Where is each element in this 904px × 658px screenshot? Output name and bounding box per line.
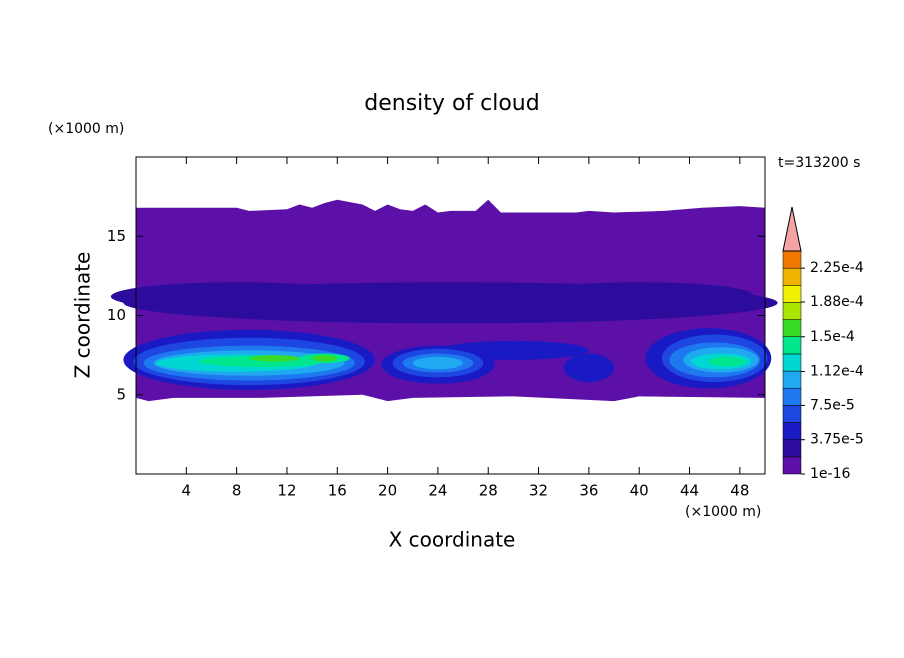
x-tick-label: 44 [680,482,699,500]
colorbar-box [782,250,802,269]
x-tick-label: 8 [232,482,242,500]
colorbar-label: 3.75e-5 [810,432,864,448]
colorbar-extend [782,206,802,252]
time-annotation: t=313200 s [778,155,860,171]
x-tick-label: 24 [428,482,447,500]
colorbar-label: 1.5e-4 [810,329,855,345]
x-tick-label: 12 [277,482,296,500]
x-unit: (×1000 m) [685,504,761,520]
x-tick-label: 20 [378,482,397,500]
y-axis-label: Z coordinate [71,252,95,379]
chart-title: density of cloud [364,91,539,116]
x-tick-label: 32 [529,482,548,500]
colorbar-box [782,267,802,286]
colorbar-label: 1.12e-4 [810,364,864,380]
colorbar-box [782,456,802,475]
contour-region [708,356,747,367]
field [110,199,778,402]
contour-region [249,355,300,362]
x-tick-label: 16 [328,482,347,500]
colorbar-label: 7.5e-5 [810,397,855,413]
colorbar-box [782,370,802,389]
x-tick-label: 40 [630,482,649,500]
contour-region [525,282,753,308]
colorbar-label: 2.25e-4 [810,260,864,276]
colorbar-box [782,319,802,338]
colorbar-box [782,387,802,406]
colorbar-box [782,422,802,440]
y-tick-label: 10 [107,306,126,324]
colorbar-label: 1e-16 [810,466,850,482]
contour-region [110,282,363,311]
colorbar-box [782,302,802,320]
contour-region [412,356,464,370]
contour-region [563,353,615,383]
y-unit: (×1000 m) [48,121,124,137]
contour-region [312,355,338,362]
contour-region [437,340,589,360]
y-tick-label: 5 [116,385,126,403]
colorbar-box [782,336,802,355]
x-axis-label: X coordinate [389,528,516,552]
colorbar-box [782,353,802,372]
x-tick-label: 4 [182,482,192,500]
colorbar-label: 1.88e-4 [810,294,864,310]
colorbar-box [782,405,802,423]
x-tick-label: 28 [479,482,498,500]
x-tick-label: 48 [730,482,749,500]
x-tick-label: 36 [579,482,598,500]
colorbar-box [782,285,802,303]
colorbar-box [782,439,802,458]
y-tick-label: 15 [107,227,126,245]
